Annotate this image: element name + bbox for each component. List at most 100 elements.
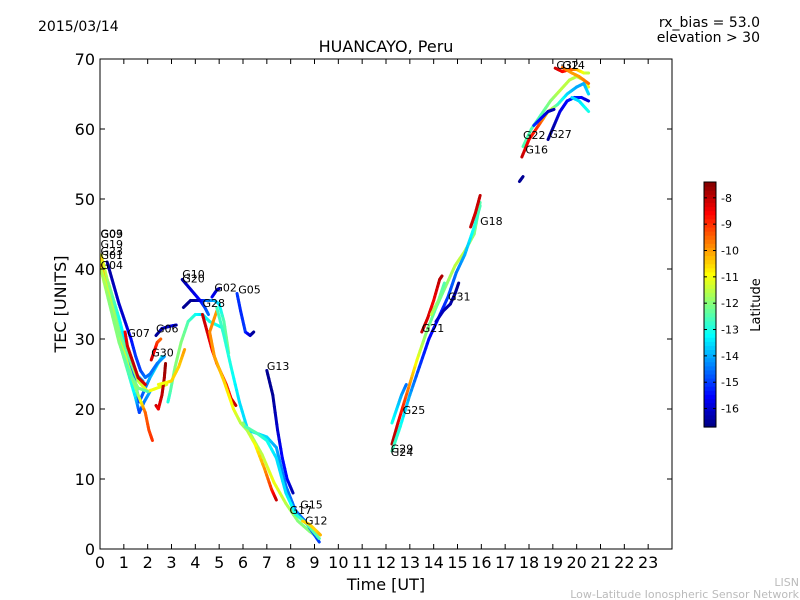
- colorbar-tick-label: -13: [721, 324, 739, 337]
- track-g30: [149, 337, 163, 362]
- colorbar-swatch: [704, 402, 716, 408]
- track-segment: [586, 84, 591, 89]
- prn-label-g17: G17: [289, 504, 312, 517]
- rx-bias-label: rx_bias = 53.0: [659, 15, 760, 31]
- colorbar-swatch: [704, 296, 716, 302]
- prn-label-g20: G20: [182, 272, 205, 285]
- track-g15: [215, 306, 321, 544]
- track-segment: [206, 311, 210, 316]
- colorbar-tick-label: -12: [721, 297, 739, 310]
- track-g06b: [154, 323, 178, 337]
- colorbar-tick-label: -14: [721, 350, 739, 363]
- prn-label-g01: G01: [100, 249, 123, 262]
- prn-label-g21: G21: [422, 322, 445, 335]
- track-segment: [586, 90, 591, 96]
- prn-label-g13: G13: [267, 360, 290, 373]
- x-tick-label: 3: [166, 553, 176, 572]
- colorbar-swatch: [704, 357, 716, 363]
- track-segment: [233, 402, 238, 407]
- colorbar-swatch: [704, 255, 716, 261]
- colorbar-swatch: [704, 239, 716, 244]
- colorbar-label: Latitude: [749, 278, 764, 332]
- colorbar-tick-label: -16: [721, 403, 739, 416]
- colorbar-swatch: [704, 365, 716, 371]
- track-segment: [251, 330, 256, 335]
- colorbar-swatch: [704, 353, 716, 359]
- colorbar-tick-label: -15: [721, 376, 739, 389]
- colorbar-swatch: [704, 382, 716, 387]
- colorbar-swatch: [704, 329, 716, 334]
- colorbar-swatch: [704, 316, 716, 322]
- track-g16: [520, 82, 591, 159]
- x-tick-label: 2: [143, 553, 153, 572]
- track-g27b: [532, 107, 556, 127]
- track-g02b: [210, 287, 221, 299]
- prn-label-g16: G16: [525, 144, 548, 157]
- colorbar-swatch: [704, 251, 716, 257]
- colorbar-swatch: [704, 341, 716, 346]
- colorbar-swatch: [704, 361, 716, 367]
- colorbar-swatch: [704, 422, 716, 428]
- track-segment: [315, 537, 321, 544]
- track-segment: [161, 355, 166, 360]
- colorbar-swatch: [704, 202, 716, 208]
- colorbar-swatch: [704, 304, 716, 310]
- tec-tracks: [100, 65, 591, 544]
- track-segment: [520, 175, 525, 179]
- x-tick-label: 10: [328, 553, 348, 572]
- colorbar-swatch: [704, 324, 716, 330]
- colorbar-swatch: [704, 190, 716, 195]
- colorbar-swatch: [704, 243, 716, 248]
- prn-label-g10: G10: [182, 268, 205, 281]
- track-segment: [318, 532, 322, 537]
- prn-label-g06: G06: [156, 323, 179, 336]
- prn-label-g04: G04: [100, 259, 123, 272]
- x-tick-label: 4: [190, 553, 200, 572]
- x-tick-label: 7: [262, 553, 272, 572]
- prn-label-g15: G15: [300, 498, 323, 511]
- colorbar-swatch: [704, 292, 716, 297]
- x-tick-label: 0: [95, 553, 105, 572]
- x-tick-label: 18: [519, 553, 539, 572]
- x-axis-label: Time [UT]: [346, 575, 425, 594]
- colorbar-swatch: [704, 284, 716, 289]
- colorbar-swatch: [704, 210, 716, 216]
- track-segment: [290, 489, 295, 495]
- colorbar-tick-label: -8: [721, 192, 732, 205]
- colorbar-swatch: [704, 378, 716, 383]
- prn-label-g29: G29: [391, 442, 414, 455]
- x-tick-label: 19: [543, 553, 563, 572]
- track-g31: [434, 281, 461, 323]
- date-label: 2015/03/14: [38, 19, 119, 35]
- track-segment: [144, 389, 150, 393]
- x-tick-label: 20: [566, 553, 586, 572]
- track-g04: [100, 268, 150, 393]
- track-segment: [585, 80, 591, 85]
- x-tick-label: 15: [447, 553, 467, 572]
- x-tick-label: 1: [119, 553, 129, 572]
- track-g14b: [570, 96, 591, 113]
- colorbar-swatch: [704, 198, 716, 204]
- colorbar-swatch: [704, 259, 716, 265]
- x-tick-label: 8: [286, 553, 296, 572]
- colorbar-swatch: [704, 235, 716, 240]
- colorbar-swatch: [704, 218, 716, 224]
- track-g21b: [429, 281, 446, 316]
- track-g18: [469, 194, 482, 229]
- track-segment: [403, 383, 408, 388]
- track-segment: [182, 348, 187, 354]
- track-segment: [456, 281, 461, 287]
- y-tick-label: 70: [75, 50, 95, 69]
- track-g21: [420, 274, 444, 334]
- colorbar-swatch: [704, 263, 716, 269]
- colorbar-swatch: [704, 206, 716, 212]
- track-segment: [274, 496, 278, 502]
- prn-label-g30: G30: [151, 347, 174, 360]
- colorbar-swatch: [704, 398, 716, 404]
- track-segment: [142, 381, 147, 386]
- colorbar-swatch: [704, 320, 716, 326]
- colorbar-swatch: [704, 275, 716, 281]
- prn-label-g18: G18: [480, 215, 503, 228]
- prn-label-g12: G12: [305, 515, 328, 528]
